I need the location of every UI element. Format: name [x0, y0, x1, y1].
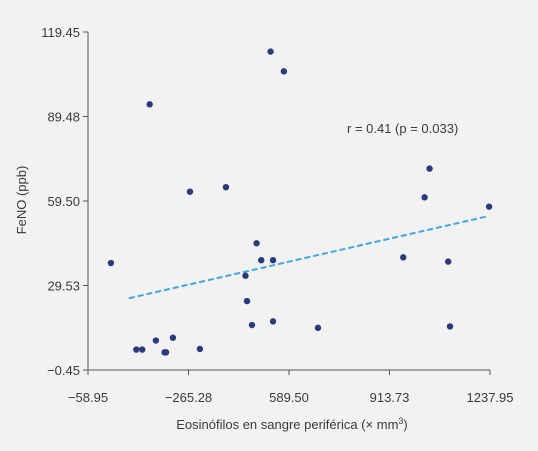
- data-point: [169, 334, 177, 341]
- x-axis-title-end: ): [403, 417, 407, 432]
- x-axis-title-main: Eosinófilos en sangre periférica (× mm: [176, 417, 398, 432]
- x-tick-label: −58.95: [68, 390, 108, 405]
- data-point: [426, 165, 433, 172]
- x-tick-label: −265.28: [165, 390, 212, 405]
- x-tick-label: 589.50: [269, 390, 309, 405]
- data-point: [196, 345, 204, 353]
- x-axis-title-superscript: 3: [398, 416, 403, 426]
- y-tick-label: 119.45: [41, 25, 80, 40]
- y-tick-label: 29.53: [47, 278, 80, 293]
- data-point: [444, 258, 452, 265]
- data-point: [253, 240, 260, 247]
- data-point: [222, 183, 230, 191]
- data-point: [400, 254, 407, 261]
- data-point: [314, 324, 322, 332]
- data-point: [133, 346, 140, 353]
- data-point: [152, 337, 160, 344]
- data-point: [186, 188, 194, 195]
- y-tick-label: 89.48: [47, 109, 80, 124]
- data-point: [280, 68, 288, 75]
- data-point: [107, 259, 115, 267]
- y-axis-title: FeNO (ppb): [14, 166, 29, 235]
- data-point: [446, 323, 454, 330]
- data-point: [267, 48, 274, 55]
- y-tick-label: 59.50: [47, 194, 80, 209]
- data-point: [421, 194, 428, 201]
- data-point: [242, 272, 249, 279]
- x-tick-label: 913.73: [370, 390, 410, 405]
- tick-labels: −0.45 29.53 59.50 89.48 119.45 −58.95 −265.28 5…: [41, 25, 513, 405]
- data-point: [485, 203, 493, 210]
- data-points: [107, 48, 493, 356]
- x-axis-title: Eosinófilos en sangre periférica (× mm3): [176, 416, 408, 432]
- data-point: [248, 321, 256, 329]
- data-point: [269, 318, 277, 325]
- x-tick-label: 1237.95: [467, 390, 514, 405]
- data-point: [269, 256, 277, 264]
- correlation-annotation: r = 0.41 (p = 0.033): [347, 121, 458, 136]
- data-point: [258, 256, 265, 264]
- data-point: [243, 297, 251, 305]
- data-point: [162, 349, 170, 356]
- axes: [83, 31, 491, 375]
- trend-line: [128, 215, 487, 300]
- y-tick-label: −0.45: [47, 363, 80, 378]
- data-point: [139, 346, 146, 353]
- data-point: [146, 101, 153, 108]
